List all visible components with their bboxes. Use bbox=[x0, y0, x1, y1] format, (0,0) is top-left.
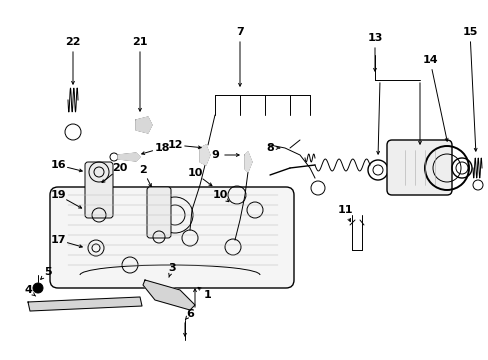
Text: 6: 6 bbox=[185, 309, 194, 319]
Text: 11: 11 bbox=[337, 205, 352, 215]
Text: 12: 12 bbox=[167, 140, 183, 150]
Polygon shape bbox=[118, 153, 140, 161]
FancyBboxPatch shape bbox=[386, 140, 451, 195]
Text: 19: 19 bbox=[50, 190, 66, 200]
Polygon shape bbox=[142, 280, 195, 310]
Text: 10: 10 bbox=[187, 168, 202, 178]
Text: 22: 22 bbox=[65, 37, 81, 47]
Text: 17: 17 bbox=[50, 235, 65, 245]
Text: 14: 14 bbox=[421, 55, 437, 65]
Text: 10: 10 bbox=[212, 190, 227, 200]
Text: 3: 3 bbox=[168, 263, 176, 273]
Polygon shape bbox=[200, 145, 209, 165]
Text: 2: 2 bbox=[139, 165, 146, 175]
Text: 7: 7 bbox=[236, 27, 244, 37]
Text: 15: 15 bbox=[461, 27, 477, 37]
FancyBboxPatch shape bbox=[85, 162, 113, 218]
Text: 9: 9 bbox=[211, 150, 219, 160]
Text: 21: 21 bbox=[132, 37, 147, 47]
FancyBboxPatch shape bbox=[147, 187, 171, 238]
Text: 16: 16 bbox=[50, 160, 66, 170]
Text: 8: 8 bbox=[265, 143, 273, 153]
Polygon shape bbox=[136, 117, 152, 133]
Text: 5: 5 bbox=[44, 267, 52, 277]
Circle shape bbox=[33, 283, 43, 293]
Text: 1: 1 bbox=[203, 290, 211, 300]
Text: 13: 13 bbox=[366, 33, 382, 43]
Polygon shape bbox=[244, 152, 251, 172]
Polygon shape bbox=[28, 297, 142, 311]
FancyBboxPatch shape bbox=[50, 187, 293, 288]
Text: 20: 20 bbox=[112, 163, 127, 173]
Text: 4: 4 bbox=[24, 285, 32, 295]
Text: 18: 18 bbox=[154, 143, 169, 153]
